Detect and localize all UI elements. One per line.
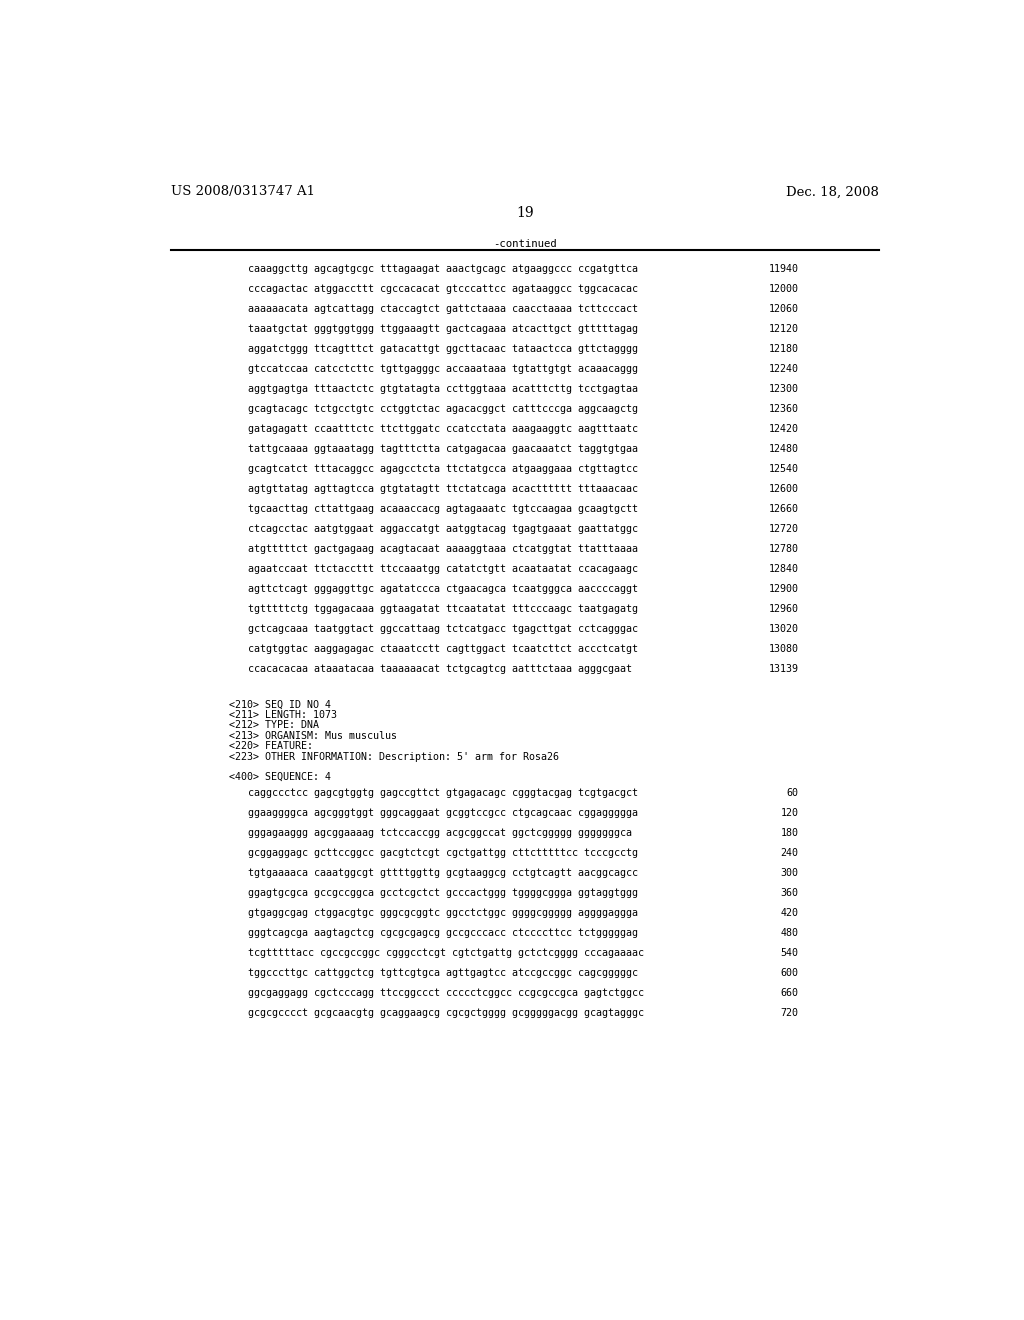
Text: gcgcgcccct gcgcaacgtg gcaggaagcg cgcgctgggg gcgggggacgg gcagtagggc: gcgcgcccct gcgcaacgtg gcaggaagcg cgcgctg… xyxy=(248,1008,644,1019)
Text: 12480: 12480 xyxy=(768,444,799,454)
Text: 12600: 12600 xyxy=(768,484,799,494)
Text: 13020: 13020 xyxy=(768,624,799,634)
Text: tgtttttctg tggagacaaa ggtaagatat ttcaatatat tttcccaagc taatgagatg: tgtttttctg tggagacaaa ggtaagatat ttcaata… xyxy=(248,605,638,614)
Text: gcggaggagc gcttccggcc gacgtctcgt cgctgattgg cttctttttcc tcccgcctg: gcggaggagc gcttccggcc gacgtctcgt cgctgat… xyxy=(248,849,638,858)
Text: <223> OTHER INFORMATION: Description: 5' arm for Rosa26: <223> OTHER INFORMATION: Description: 5'… xyxy=(228,751,559,762)
Text: 12720: 12720 xyxy=(768,524,799,535)
Text: 360: 360 xyxy=(780,888,799,899)
Text: atgtttttct gactgagaag acagtacaat aaaaggtaaa ctcatggtat ttatttaaaa: atgtttttct gactgagaag acagtacaat aaaaggt… xyxy=(248,544,638,554)
Text: aggtgagtga tttaactctc gtgtatagta ccttggtaaa acatttcttg tcctgagtaa: aggtgagtga tttaactctc gtgtatagta ccttggt… xyxy=(248,384,638,393)
Text: 420: 420 xyxy=(780,908,799,919)
Text: caggccctcc gagcgtggtg gagccgttct gtgagacagc cgggtacgag tcgtgacgct: caggccctcc gagcgtggtg gagccgttct gtgagac… xyxy=(248,788,638,799)
Text: 12240: 12240 xyxy=(768,364,799,374)
Text: 12060: 12060 xyxy=(768,304,799,314)
Text: agttctcagt gggaggttgc agatatccca ctgaacagca tcaatgggca aaccccaggt: agttctcagt gggaggttgc agatatccca ctgaaca… xyxy=(248,585,638,594)
Text: <210> SEQ ID NO 4: <210> SEQ ID NO 4 xyxy=(228,700,331,710)
Text: -continued: -continued xyxy=(493,239,557,249)
Text: 240: 240 xyxy=(780,849,799,858)
Text: 12840: 12840 xyxy=(768,564,799,574)
Text: gcagtcatct tttacaggcc agagcctcta ttctatgcca atgaaggaaa ctgttagtcc: gcagtcatct tttacaggcc agagcctcta ttctatg… xyxy=(248,465,638,474)
Text: gggtcagcga aagtagctcg cgcgcgagcg gccgcccacc ctccccttcc tctgggggag: gggtcagcga aagtagctcg cgcgcgagcg gccgccc… xyxy=(248,928,638,939)
Text: <213> ORGANISM: Mus musculus: <213> ORGANISM: Mus musculus xyxy=(228,731,396,741)
Text: 720: 720 xyxy=(780,1008,799,1019)
Text: gtgaggcgag ctggacgtgc gggcgcggtc ggcctctggc ggggcggggg aggggaggga: gtgaggcgag ctggacgtgc gggcgcggtc ggcctct… xyxy=(248,908,638,919)
Text: 11940: 11940 xyxy=(768,264,799,273)
Text: 13080: 13080 xyxy=(768,644,799,655)
Text: gtccatccaa catcctcttc tgttgagggc accaaataaa tgtattgtgt acaaacaggg: gtccatccaa catcctcttc tgttgagggc accaaat… xyxy=(248,364,638,374)
Text: <211> LENGTH: 1073: <211> LENGTH: 1073 xyxy=(228,710,337,721)
Text: ggaaggggca agcgggtggt gggcaggaat gcggtccgcc ctgcagcaac cggaggggga: ggaaggggca agcgggtggt gggcaggaat gcggtcc… xyxy=(248,808,638,818)
Text: 12000: 12000 xyxy=(768,284,799,294)
Text: gatagagatt ccaatttctc ttcttggatc ccatcctata aaagaaggtc aagtttaatc: gatagagatt ccaatttctc ttcttggatc ccatcct… xyxy=(248,424,638,434)
Text: aaaaaacata agtcattagg ctaccagtct gattctaaaa caacctaaaa tcttcccact: aaaaaacata agtcattagg ctaccagtct gattcta… xyxy=(248,304,638,314)
Text: tcgtttttacc cgccgccggc cgggcctcgt cgtctgattg gctctcgggg cccagaaaac: tcgtttttacc cgccgccggc cgggcctcgt cgtctg… xyxy=(248,949,644,958)
Text: agtgttatag agttagtcca gtgtatagtt ttctatcaga acactttttt tttaaacaac: agtgttatag agttagtcca gtgtatagtt ttctatc… xyxy=(248,484,638,494)
Text: 480: 480 xyxy=(780,928,799,939)
Text: 12180: 12180 xyxy=(768,345,799,354)
Text: 12660: 12660 xyxy=(768,504,799,513)
Text: 12540: 12540 xyxy=(768,465,799,474)
Text: 60: 60 xyxy=(786,788,799,799)
Text: ggagtgcgca gccgccggca gcctcgctct gcccactggg tggggcggga ggtaggtggg: ggagtgcgca gccgccggca gcctcgctct gcccact… xyxy=(248,888,638,899)
Text: gggagaaggg agcggaaaag tctccaccgg acgcggccat ggctcggggg gggggggca: gggagaaggg agcggaaaag tctccaccgg acgcggc… xyxy=(248,829,632,838)
Text: aggatctggg ttcagtttct gatacattgt ggcttacaac tataactcca gttctagggg: aggatctggg ttcagtttct gatacattgt ggcttac… xyxy=(248,345,638,354)
Text: taaatgctat gggtggtggg ttggaaagtt gactcagaaa atcacttgct gtttttagag: taaatgctat gggtggtggg ttggaaagtt gactcag… xyxy=(248,323,638,334)
Text: caaaggcttg agcagtgcgc tttagaagat aaactgcagc atgaaggccc ccgatgttca: caaaggcttg agcagtgcgc tttagaagat aaactgc… xyxy=(248,264,638,273)
Text: 19: 19 xyxy=(516,206,534,220)
Text: tgcaacttag cttattgaag acaaaccacg agtagaaatc tgtccaagaa gcaagtgctt: tgcaacttag cttattgaag acaaaccacg agtagaa… xyxy=(248,504,638,513)
Text: gctcagcaaa taatggtact ggccattaag tctcatgacc tgagcttgat cctcagggac: gctcagcaaa taatggtact ggccattaag tctcatg… xyxy=(248,624,638,634)
Text: tattgcaaaa ggtaaatagg tagtttctta catgagacaa gaacaaatct taggtgtgaa: tattgcaaaa ggtaaatagg tagtttctta catgaga… xyxy=(248,444,638,454)
Text: 12780: 12780 xyxy=(768,544,799,554)
Text: 12900: 12900 xyxy=(768,585,799,594)
Text: 300: 300 xyxy=(780,869,799,878)
Text: 12960: 12960 xyxy=(768,605,799,614)
Text: agaatccaat ttctaccttt ttccaaatgg catatctgtt acaataatat ccacagaagc: agaatccaat ttctaccttt ttccaaatgg catatct… xyxy=(248,564,638,574)
Text: 540: 540 xyxy=(780,949,799,958)
Text: 13139: 13139 xyxy=(768,664,799,675)
Text: ccacacacaa ataaatacaa taaaaaacat tctgcagtcg aatttctaaa agggcgaat: ccacacacaa ataaatacaa taaaaaacat tctgcag… xyxy=(248,664,632,675)
Text: 600: 600 xyxy=(780,969,799,978)
Text: <400> SEQUENCE: 4: <400> SEQUENCE: 4 xyxy=(228,771,331,781)
Text: <220> FEATURE:: <220> FEATURE: xyxy=(228,742,312,751)
Text: Dec. 18, 2008: Dec. 18, 2008 xyxy=(786,185,879,198)
Text: 12300: 12300 xyxy=(768,384,799,393)
Text: catgtggtac aaggagagac ctaaatcctt cagttggact tcaatcttct accctcatgt: catgtggtac aaggagagac ctaaatcctt cagttgg… xyxy=(248,644,638,655)
Text: <212> TYPE: DNA: <212> TYPE: DNA xyxy=(228,721,318,730)
Text: 12420: 12420 xyxy=(768,424,799,434)
Text: cccagactac atggaccttt cgccacacat gtcccattcc agataaggcc tggcacacac: cccagactac atggaccttt cgccacacat gtcccat… xyxy=(248,284,638,294)
Text: 180: 180 xyxy=(780,829,799,838)
Text: ggcgaggagg cgctcccagg ttccggccct ccccctcggcc ccgcgccgca gagtctggcc: ggcgaggagg cgctcccagg ttccggccct ccccctc… xyxy=(248,989,644,998)
Text: 120: 120 xyxy=(780,808,799,818)
Text: 12360: 12360 xyxy=(768,404,799,414)
Text: 12120: 12120 xyxy=(768,323,799,334)
Text: tgtgaaaaca caaatggcgt gttttggttg gcgtaaggcg cctgtcagtt aacggcagcc: tgtgaaaaca caaatggcgt gttttggttg gcgtaag… xyxy=(248,869,638,878)
Text: US 2008/0313747 A1: US 2008/0313747 A1 xyxy=(171,185,314,198)
Text: 660: 660 xyxy=(780,989,799,998)
Text: tggcccttgc cattggctcg tgttcgtgca agttgagtcc atccgccggc cagcgggggc: tggcccttgc cattggctcg tgttcgtgca agttgag… xyxy=(248,969,638,978)
Text: ctcagcctac aatgtggaat aggaccatgt aatggtacag tgagtgaaat gaattatggc: ctcagcctac aatgtggaat aggaccatgt aatggta… xyxy=(248,524,638,535)
Text: gcagtacagc tctgcctgtc cctggtctac agacacggct catttcccga aggcaagctg: gcagtacagc tctgcctgtc cctggtctac agacacg… xyxy=(248,404,638,414)
